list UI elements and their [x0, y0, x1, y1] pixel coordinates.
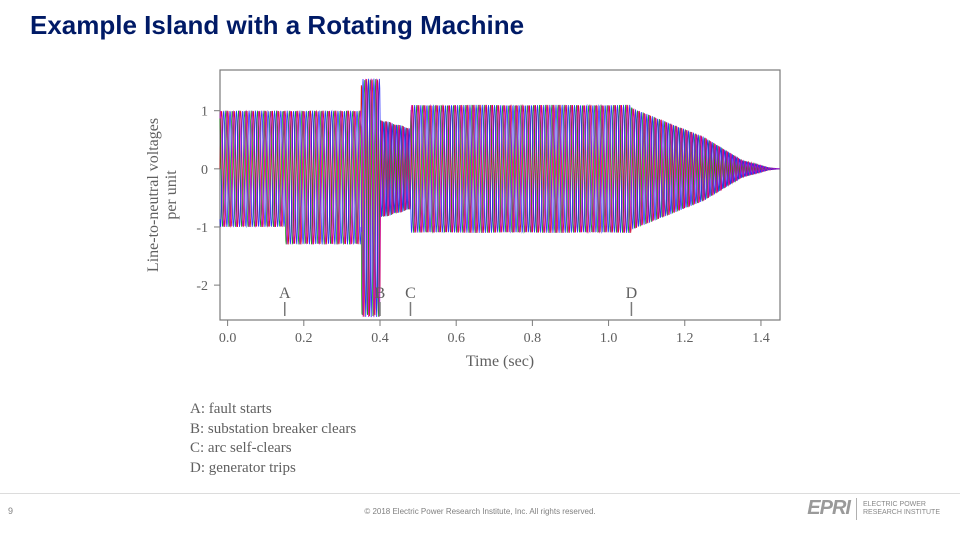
svg-text:Time (sec): Time (sec) [466, 353, 534, 370]
svg-text:0.0: 0.0 [219, 331, 237, 346]
brand-separator [856, 498, 857, 520]
legend-line-a: A: fault starts [190, 400, 356, 420]
slide-footer: 9 © 2018 Electric Power Research Institu… [0, 493, 960, 522]
legend-line-d: D: generator trips [190, 459, 356, 479]
svg-text:1.0: 1.0 [600, 331, 618, 346]
svg-text:-2: -2 [196, 279, 208, 294]
svg-text:0.4: 0.4 [371, 331, 389, 346]
svg-text:D: D [626, 285, 638, 302]
svg-text:0.8: 0.8 [524, 331, 542, 346]
svg-text:A: A [279, 285, 291, 302]
event-legend: A: fault starts B: substation breaker cl… [190, 400, 356, 478]
slide-title: Example Island with a Rotating Machine [30, 10, 524, 41]
svg-text:1.4: 1.4 [752, 331, 770, 346]
svg-text:B: B [375, 285, 386, 302]
svg-text:C: C [405, 285, 416, 302]
svg-text:1.2: 1.2 [676, 331, 694, 346]
slide-page: Example Island with a Rotating Machine -… [0, 0, 960, 540]
svg-text:0.2: 0.2 [295, 331, 313, 346]
svg-text:Line-to-neutral voltages: Line-to-neutral voltages [145, 118, 162, 272]
svg-text:1: 1 [201, 105, 208, 120]
brand-mark-text: EPRI [807, 497, 850, 520]
svg-text:0.6: 0.6 [447, 331, 465, 346]
chart-svg: -2 -1 0 1 0.0 0.2 0.4 0.6 0.8 1.0 1.2 1.4 Time (sec)… [120, 60, 840, 390]
brand-subtitle: ELECTRIC POWER RESEARCH INSTITUTE [863, 501, 940, 516]
brand-sub-2: RESEARCH INSTITUTE [863, 509, 940, 516]
brand-logo: EPRI ELECTRIC POWER RESEARCH INSTITUTE [807, 497, 940, 520]
svg-text:-1: -1 [196, 221, 208, 236]
legend-line-c: C: arc self-clears [190, 439, 356, 459]
svg-text:per unit: per unit [163, 170, 180, 220]
brand-sub-1: ELECTRIC POWER [863, 501, 926, 508]
svg-text:0: 0 [201, 163, 208, 178]
legend-line-b: B: substation breaker clears [190, 420, 356, 440]
voltage-waveform-chart: -2 -1 0 1 0.0 0.2 0.4 0.6 0.8 1.0 1.2 1.4 Time (sec)… [120, 60, 840, 390]
